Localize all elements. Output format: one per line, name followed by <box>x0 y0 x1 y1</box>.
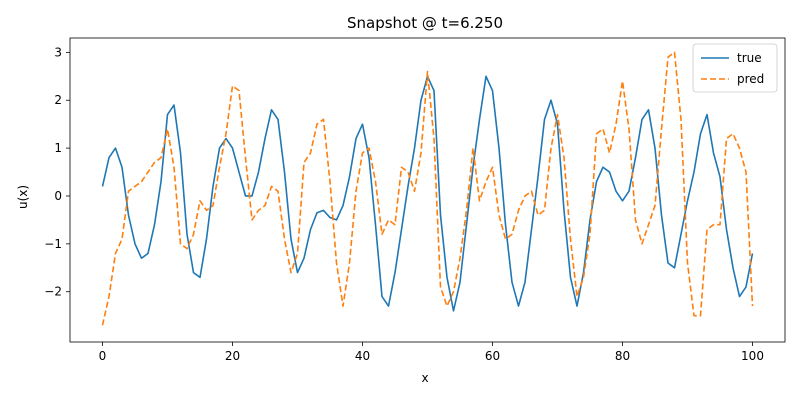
legend-label-true: true <box>737 51 762 65</box>
y-tick-label: 3 <box>54 45 62 59</box>
y-tick-label: 1 <box>54 141 62 155</box>
legend: true pred <box>692 43 778 93</box>
x-tick-label: 20 <box>225 349 240 363</box>
y-axis-ticks: −2 −1 0 1 2 3 <box>44 45 70 299</box>
legend-box <box>692 43 778 93</box>
plot-area <box>69 37 786 343</box>
x-tick-label: 40 <box>355 349 370 363</box>
x-axis-label: x <box>421 371 428 385</box>
x-tick-label: 0 <box>99 349 107 363</box>
y-tick-label: 0 <box>54 189 62 203</box>
y-tick-label: 2 <box>54 93 62 107</box>
axes-frame <box>69 37 786 343</box>
x-tick-label: 100 <box>741 349 764 363</box>
y-tick-label: −2 <box>44 285 62 299</box>
y-tick-label: −1 <box>44 237 62 251</box>
legend-label-pred: pred <box>737 72 764 86</box>
y-axis-label: u(x) <box>16 185 30 209</box>
x-axis-ticks: 0 20 40 60 80 100 <box>99 342 764 363</box>
series-line-pred <box>101 51 754 326</box>
x-tick-label: 80 <box>615 349 630 363</box>
chart-title: Snapshot @ t=6.250 <box>347 14 503 32</box>
x-tick-label: 60 <box>485 349 500 363</box>
